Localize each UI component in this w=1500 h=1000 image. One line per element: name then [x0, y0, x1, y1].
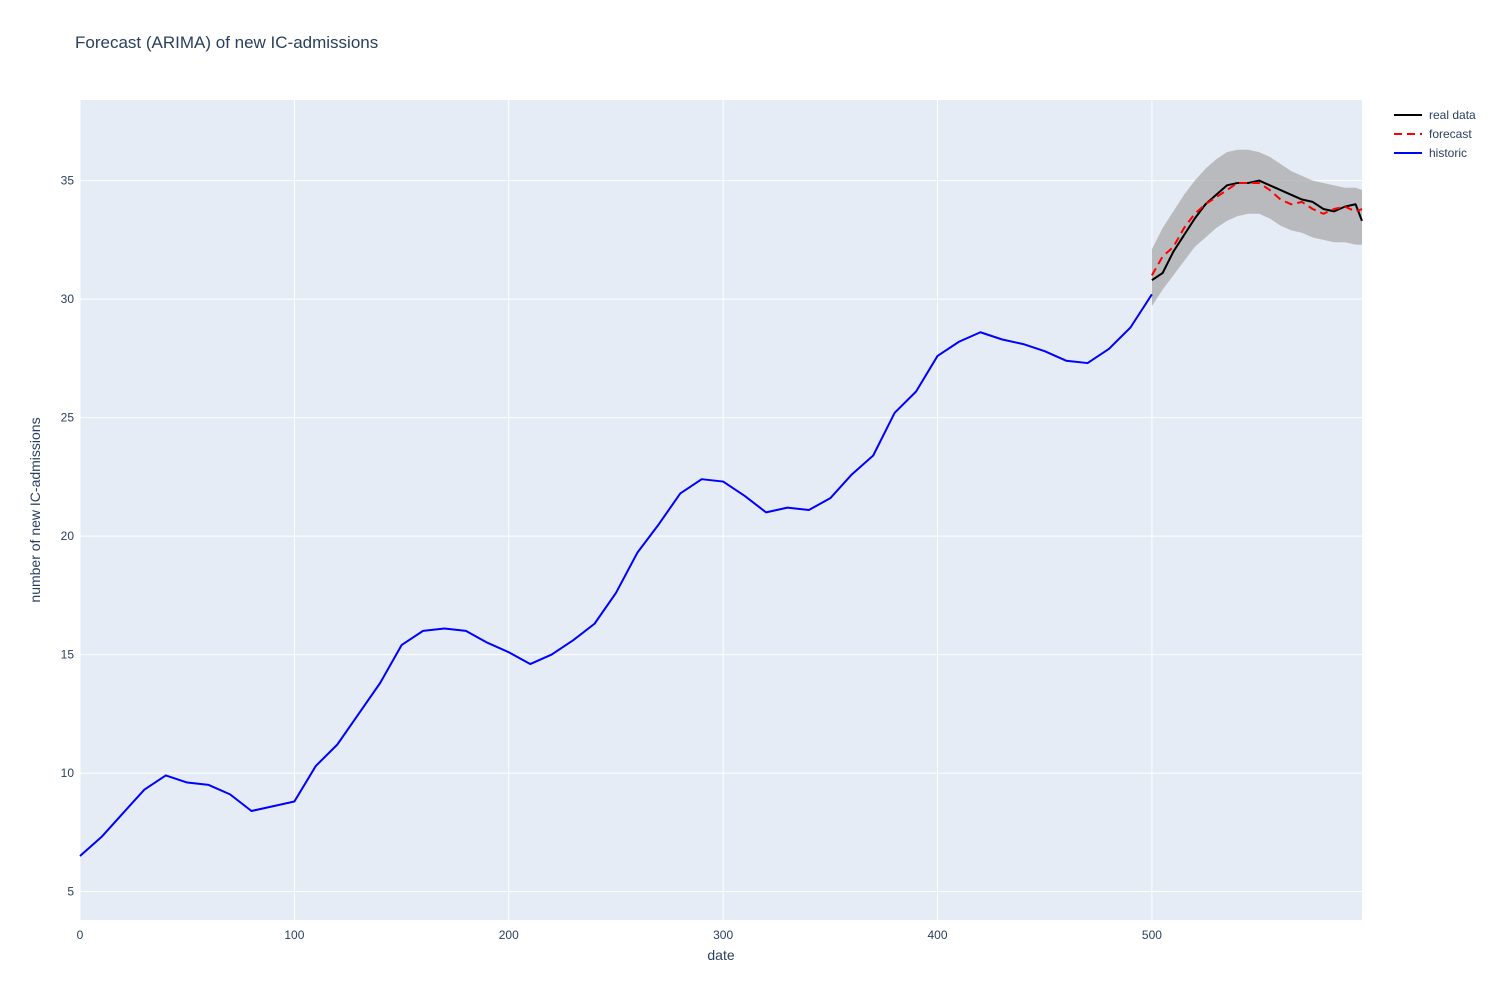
- legend-label: forecast: [1429, 127, 1472, 141]
- x-tick-label: 500: [1142, 928, 1162, 942]
- x-tick-label: 300: [713, 928, 733, 942]
- legend-item-historic[interactable]: historic: [1394, 146, 1467, 160]
- confidence-band-layer: [1151, 149, 1362, 307]
- series-layer: [79, 179, 1363, 857]
- plot-area: [80, 100, 1362, 920]
- legend-item-real-data[interactable]: real data: [1394, 108, 1476, 122]
- y-axis-title: number of new IC-admissions: [27, 417, 43, 602]
- tick-labels: 0 100 200 300 400 500 5 10 15 20 25 30 35: [61, 174, 1163, 942]
- y-tick-label: 35: [61, 174, 75, 188]
- series-line-real-data: [1151, 179, 1363, 281]
- y-tick-label: 15: [61, 648, 75, 662]
- y-tick-label: 25: [61, 411, 75, 425]
- legend-label: historic: [1429, 146, 1467, 160]
- x-tick-label: 200: [499, 928, 519, 942]
- legend-label: real data: [1429, 108, 1476, 122]
- x-tick-label: 100: [284, 928, 304, 942]
- series-line-historic: [79, 293, 1153, 857]
- chart-title: Forecast (ARIMA) of new IC-admissions: [75, 33, 379, 52]
- series-line-forecast: [1151, 181, 1363, 276]
- x-tick-label: 400: [928, 928, 948, 942]
- legend-item-forecast[interactable]: forecast: [1394, 127, 1472, 141]
- y-tick-label: 10: [61, 766, 75, 780]
- y-tick-label: 30: [61, 292, 75, 306]
- y-tick-label: 20: [61, 529, 75, 543]
- legend[interactable]: real data forecast historic: [1394, 108, 1476, 160]
- confidence-band: [1151, 149, 1362, 307]
- y-tick-label: 5: [67, 885, 74, 899]
- x-axis-title: date: [707, 947, 734, 963]
- x-tick-label: 0: [77, 928, 84, 942]
